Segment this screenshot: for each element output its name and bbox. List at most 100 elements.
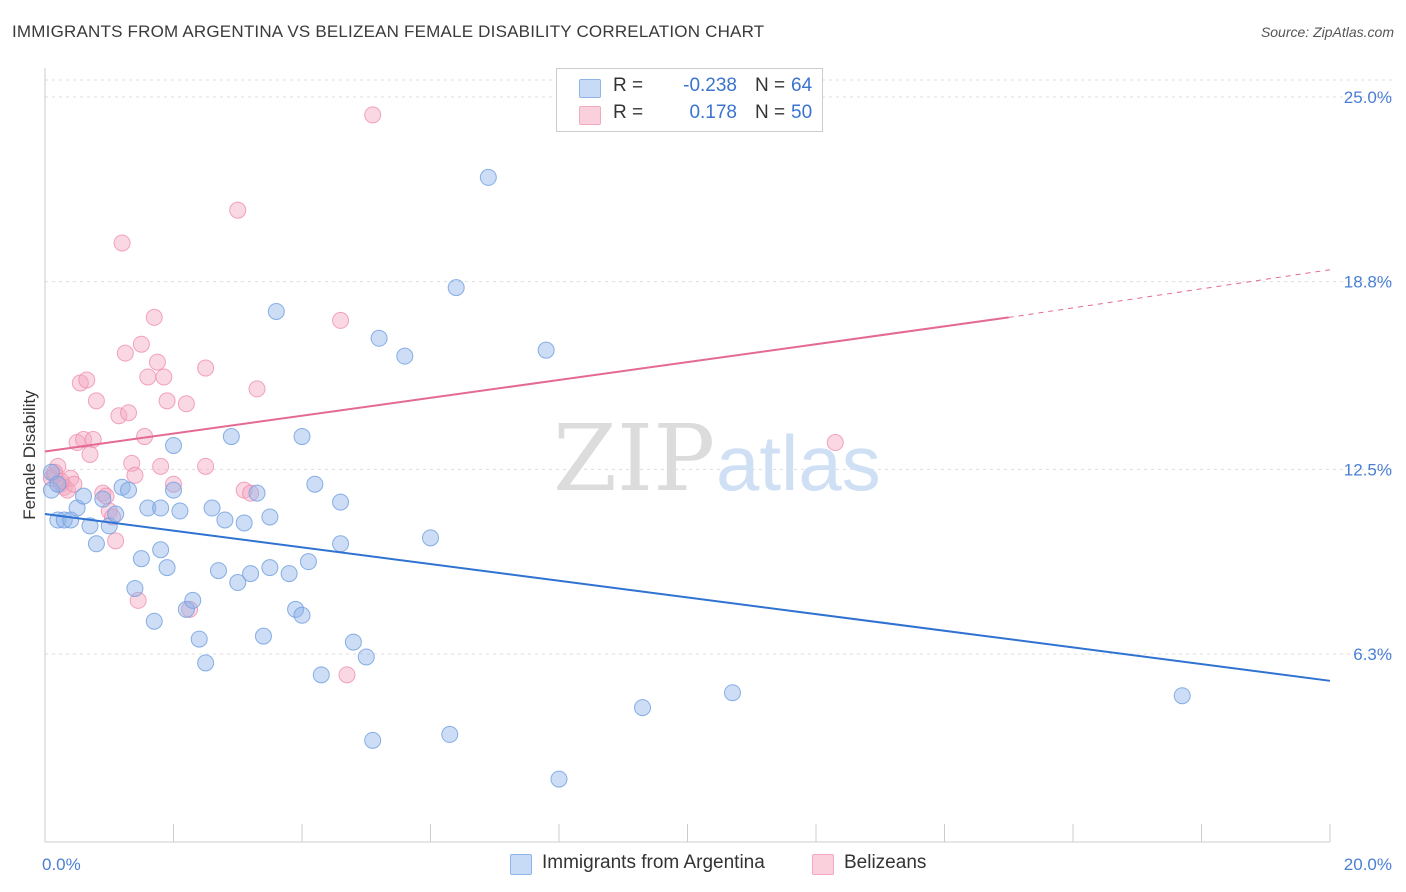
- argentina-point: [422, 529, 439, 547]
- argentina-point: [216, 511, 234, 529]
- correlation-legend: R = -0.238 N = 64 R = 0.178 N = 50: [556, 68, 823, 132]
- belizean-point: [145, 308, 163, 326]
- belizean-point: [242, 484, 260, 502]
- belizean-point: [826, 434, 844, 452]
- y-tick-label: 6.3%: [1353, 645, 1392, 664]
- argentina-point: [94, 490, 112, 508]
- argentina-point: [261, 559, 279, 577]
- argentina-point: [357, 648, 375, 666]
- belizean-point: [158, 392, 176, 410]
- argentina-point: [312, 666, 330, 684]
- argentina-point: [332, 535, 350, 553]
- belizean-point: [94, 484, 112, 502]
- argentina-point: [1173, 687, 1191, 705]
- argentina-point: [332, 493, 350, 511]
- belizean-point: [87, 392, 105, 410]
- argentina-point: [75, 487, 93, 505]
- argentina-point: [139, 499, 157, 517]
- argentina-point: [145, 612, 163, 630]
- legend-n-value: 50: [791, 102, 813, 123]
- legend-n-label: N =: [755, 102, 786, 123]
- legend-swatch-belizeans: [579, 106, 601, 125]
- belizean-point: [197, 359, 215, 377]
- belizean-point: [126, 466, 144, 484]
- legend-n-label: N =: [755, 75, 786, 96]
- argentina-point: [229, 574, 247, 592]
- watermark: ZIP atlas: [553, 405, 881, 512]
- belizean-point: [229, 201, 247, 219]
- x-tick-label: 0.0%: [42, 855, 81, 874]
- argentina-point: [293, 428, 311, 446]
- argentina-point: [537, 341, 555, 359]
- argentina-point: [177, 600, 195, 618]
- belizean-point: [338, 666, 356, 684]
- argentina-point: [197, 654, 215, 672]
- belizean-point: [132, 335, 150, 353]
- y-tick-label: 18.8%: [1344, 273, 1392, 292]
- belizean-point: [139, 368, 157, 386]
- argentina-point: [370, 329, 388, 347]
- argentina-point: [203, 499, 221, 517]
- argentina-point: [235, 514, 253, 532]
- argentina-point: [396, 347, 414, 365]
- argentina-point: [254, 627, 272, 645]
- argentina-point: [87, 535, 105, 553]
- argentina-point: [364, 731, 382, 749]
- y-tick-label: 25.0%: [1344, 88, 1392, 107]
- argentina-trend-line: [44, 513, 1331, 682]
- belizean-point: [155, 368, 173, 386]
- legend-r-value: 0.178: [689, 102, 737, 123]
- belizean-point: [165, 475, 182, 493]
- belizean-point: [332, 311, 350, 329]
- legend-label-belizeans: Belizeans: [844, 852, 927, 873]
- argentina-point: [280, 565, 298, 583]
- argentina-point: [248, 484, 266, 502]
- trend-lines: [44, 269, 1331, 682]
- argentina-point: [550, 770, 568, 788]
- argentina-point: [287, 600, 305, 618]
- x-tick-label: 20.0%: [1344, 855, 1392, 874]
- belizean-point: [364, 106, 382, 124]
- argentina-point: [222, 428, 240, 446]
- argentina-point: [209, 562, 227, 580]
- tick-labels: 6.3% 12.5% 18.8% 25.0% 0.0% 20.0% Female Disab…: [20, 88, 1392, 874]
- argentina-point: [152, 499, 170, 517]
- argentina-point: [107, 505, 125, 523]
- belizean-point: [148, 353, 166, 371]
- belizean-point: [81, 445, 99, 463]
- legend-swatch-argentina: [579, 79, 601, 98]
- argentina-point: [158, 559, 176, 577]
- argentina-point: [190, 630, 208, 648]
- legend-label-argentina: Immigrants from Argentina: [542, 852, 765, 873]
- belizean-point: [177, 395, 195, 413]
- belizeans-points: [42, 106, 844, 684]
- legend-r-label: R =: [613, 75, 644, 96]
- argentina-point: [81, 517, 99, 535]
- argentina-point: [126, 579, 144, 597]
- argentina-point: [293, 606, 311, 624]
- belizean-point: [107, 532, 125, 550]
- belizean-point: [152, 457, 170, 475]
- argentina-point: [723, 684, 741, 702]
- argentina-point: [165, 481, 182, 499]
- argentina-point: [132, 550, 150, 568]
- argentina-points: [42, 168, 1191, 788]
- argentina-point: [447, 279, 465, 297]
- legend-r-label: R =: [613, 102, 644, 123]
- argentina-point: [306, 475, 324, 493]
- argentina-point: [171, 502, 189, 520]
- argentina-point: [261, 508, 279, 526]
- legend-swatch-argentina: [510, 854, 532, 875]
- argentina-point: [267, 302, 285, 320]
- belizean-point: [113, 234, 131, 252]
- belizean-trend-line: [44, 316, 1009, 453]
- y-tick-label: 12.5%: [1344, 460, 1392, 479]
- legend-n-value: 64: [791, 75, 813, 96]
- legend-swatch-belizeans: [812, 854, 834, 875]
- argentina-point: [49, 475, 67, 493]
- argentina-point: [242, 565, 260, 583]
- y-axis-label: Female Disability: [20, 390, 39, 520]
- legend-r-value: -0.238: [683, 75, 737, 96]
- argentina-point: [184, 591, 202, 609]
